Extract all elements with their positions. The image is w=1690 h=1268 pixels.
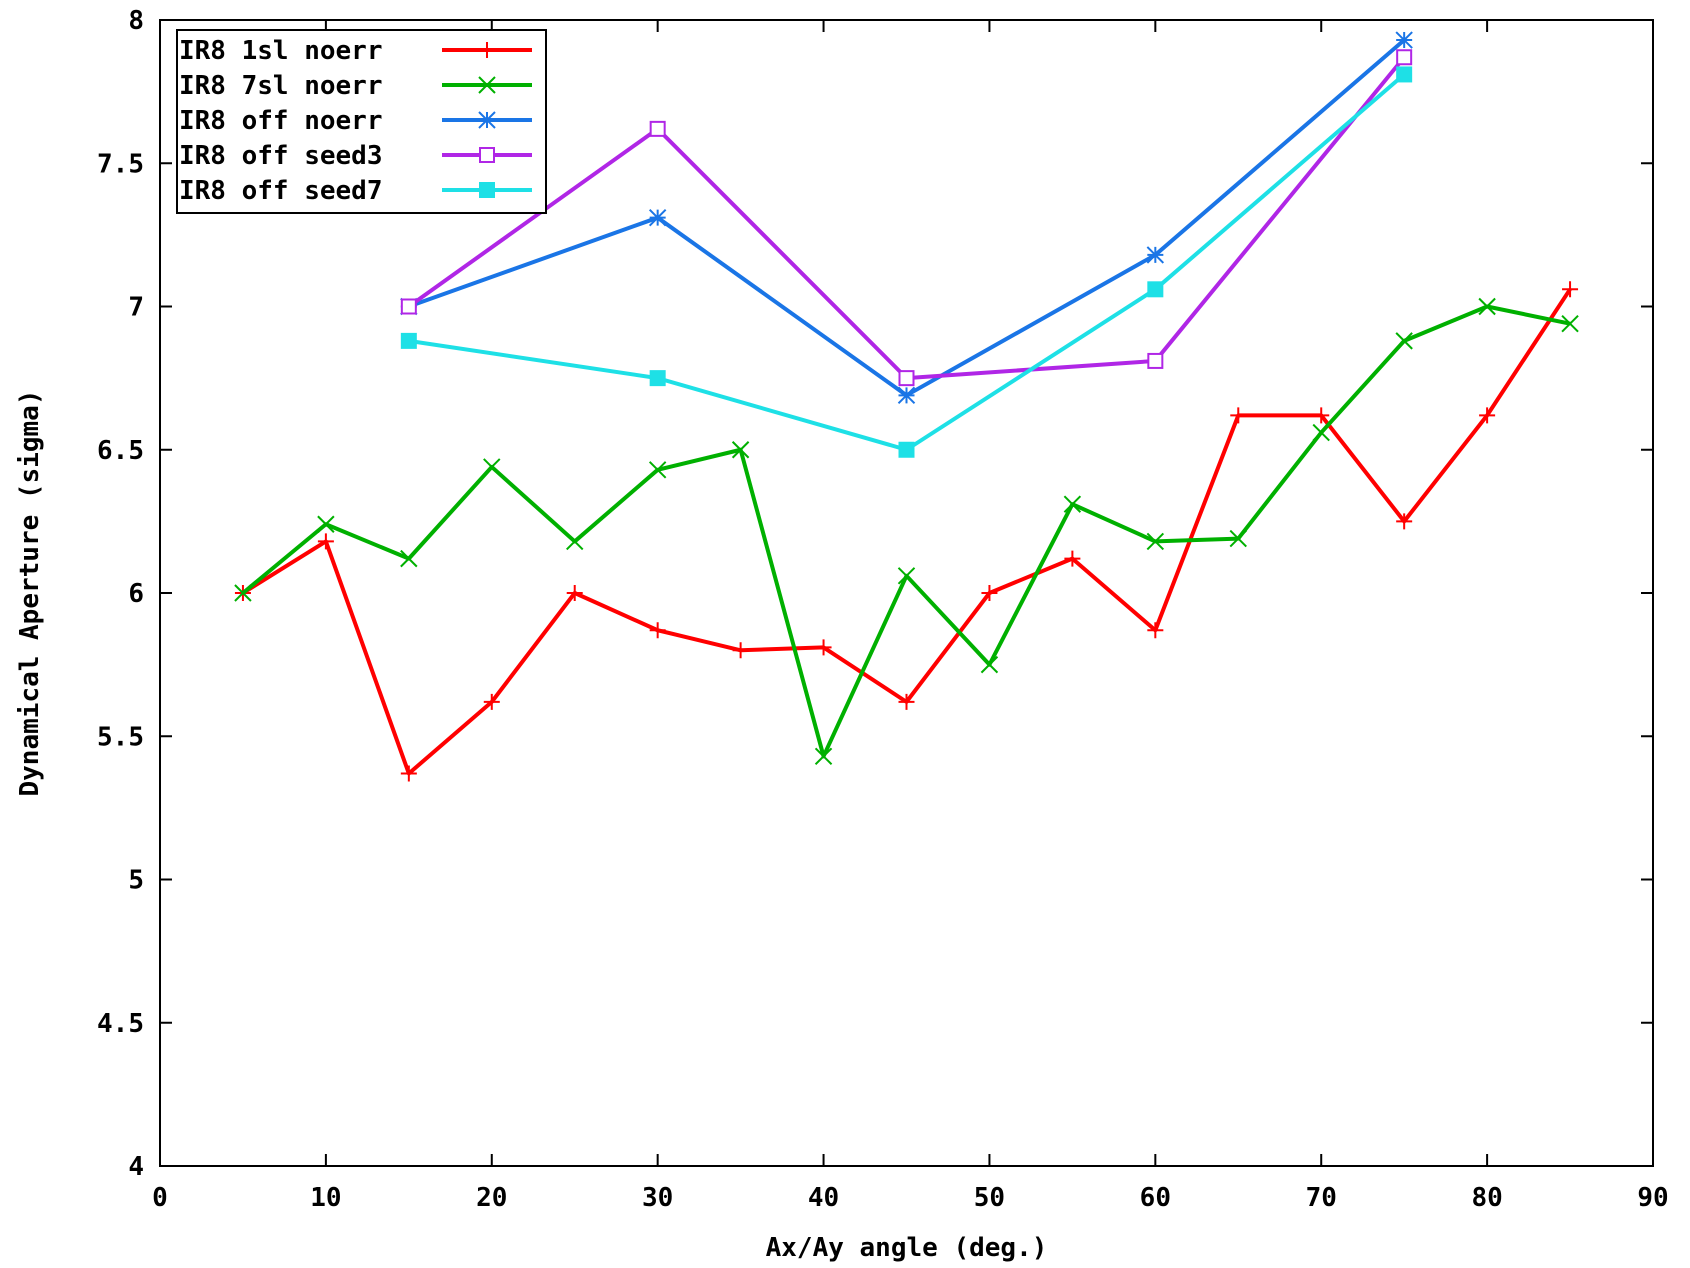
data-point [731,441,750,459]
data-point [566,585,583,601]
data-point [479,147,495,163]
data-point [1395,332,1413,350]
series-group [234,31,1579,782]
data-point [897,386,916,405]
data-point [483,458,501,476]
data-point [1147,622,1164,639]
series-ir8-off-seed7 [400,66,1413,458]
data-point [648,461,667,479]
y-tick-label: 5 [128,866,144,896]
data-point [1396,513,1413,530]
data-point [400,549,418,568]
data-point [649,622,666,639]
data-point [649,370,666,387]
data-point [400,298,417,315]
data-point [1562,281,1579,298]
x-tick-label: 80 [1471,1183,1502,1213]
legend-label: IR8 off noerr [179,106,383,136]
data-point [814,747,833,766]
data-point [980,655,999,674]
data-point [1396,66,1413,83]
data-point [1395,31,1413,49]
data-point [478,76,496,94]
x-axis-label: Ax/Ay angle (deg.) [766,1233,1048,1263]
legend-item: IR8 7sl noerr [179,71,532,101]
data-point [815,639,832,656]
y-tick-label: 4.5 [97,1009,144,1039]
data-point [317,515,335,533]
legend-item: IR8 off seed7 [179,176,532,206]
legend-label: IR8 off seed7 [179,176,383,206]
data-point [400,765,417,782]
data-point [1063,495,1082,513]
x-tick-label: 60 [1140,1183,1171,1213]
data-point [649,120,666,137]
data-point [1147,352,1164,369]
legend-label: IR8 1sl noerr [179,36,383,66]
data-point [1561,314,1579,333]
data-point [648,208,667,227]
data-point [1147,281,1164,298]
data-point [897,567,916,585]
data-point [566,532,584,551]
data-point [732,642,749,659]
data-point [400,332,417,349]
series-ir8-7sl-noerr [234,297,1579,766]
data-point [898,441,915,458]
series-ir8-off-seed3 [400,49,1413,387]
series-ir8-1sl-noerr [234,281,1579,782]
x-tick-label: 50 [974,1183,1005,1213]
x-tick-label: 20 [476,1183,507,1213]
x-tick-label: 30 [642,1183,673,1213]
y-tick-label: 8 [128,6,144,36]
legend-item: IR8 1sl noerr [179,36,532,66]
data-point [317,533,334,550]
y-tick-label: 7.5 [97,149,144,179]
data-point [1313,407,1330,424]
axis-ticks: 0 10 20 30 40 50 60 70 80 90 4 4.5 5 5.5 6 6.5 7 7.5 8 [97,6,1669,1213]
data-point [1396,49,1413,66]
x-tick-label: 10 [310,1183,341,1213]
x-tick-label: 90 [1637,1183,1668,1213]
data-point [1312,423,1330,442]
y-tick-label: 7 [128,293,144,323]
data-point [1479,407,1496,424]
data-point [1146,532,1165,551]
data-point [479,42,495,58]
y-axis-label: Dynamical Aperture (sigma) [15,390,45,797]
data-point [1146,246,1165,264]
x-tick-label: 70 [1306,1183,1337,1213]
data-point [898,370,915,387]
data-point [478,111,496,129]
data-point [1230,407,1247,424]
legend-item: IR8 off noerr [179,106,532,136]
y-tick-label: 6 [128,579,144,609]
y-tick-label: 4 [128,1152,144,1182]
data-point [981,585,998,601]
x-tick-label: 0 [152,1183,168,1213]
data-point [483,693,500,710]
series-line [407,55,1406,381]
y-tick-label: 5.5 [97,722,144,752]
data-point [1229,529,1247,548]
y-tick-label: 6.5 [97,436,144,466]
series-ir8-off-noerr [400,31,1413,405]
data-point [479,182,495,198]
legend-item: IR8 off seed3 [179,141,532,171]
data-point [234,584,252,602]
data-point [1064,550,1081,567]
legend: IR8 1sl noerr IR8 7sl noerr IR8 off noerr I… [176,29,547,214]
series-line [408,38,1406,398]
x-tick-label: 40 [808,1183,839,1213]
legend-label: IR8 7sl noerr [179,71,383,101]
data-point [898,693,915,710]
data-point [1478,297,1496,316]
legend-label: IR8 off seed3 [179,141,383,171]
